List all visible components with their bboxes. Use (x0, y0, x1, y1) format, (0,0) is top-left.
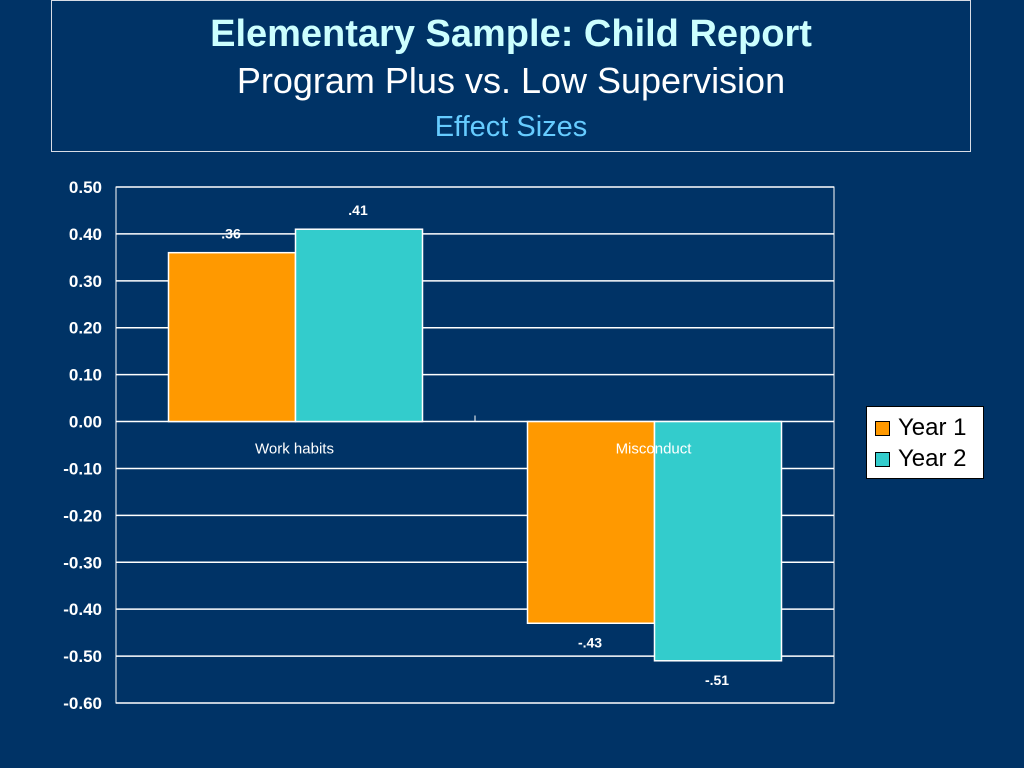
legend-item-year-2: Year 2 (875, 444, 967, 474)
y-tick-label: 0.00 (69, 413, 102, 432)
y-tick-label: -0.60 (63, 694, 102, 713)
legend-swatch-year-2 (875, 451, 890, 467)
bar-1 (526, 420, 656, 625)
y-tick-label: -0.10 (63, 459, 102, 478)
title-box: Elementary Sample: Child Report Program … (51, 0, 971, 152)
y-tick-label: -0.40 (63, 600, 102, 619)
category-label: Misconduct (616, 441, 693, 458)
y-tick-label: -0.50 (63, 647, 102, 666)
y-tick-label: 0.40 (69, 225, 102, 244)
y-tick-label: 0.50 (69, 178, 102, 197)
y-tick-label: 0.20 (69, 319, 102, 338)
chart-caption: Effect Sizes (434, 111, 588, 143)
chart-title: Elementary Sample: Child Report (210, 13, 812, 55)
y-tick-label: -0.20 (63, 506, 102, 525)
legend: Year 1 Year 2 (866, 406, 984, 479)
legend-swatch-year-1 (875, 420, 890, 436)
data-label: -.43 (578, 634, 602, 650)
chart-subtitle: Program Plus vs. Low Supervision (236, 60, 786, 101)
bar-1 (167, 251, 297, 423)
data-label: .41 (348, 202, 368, 218)
y-tick-label: 0.10 (69, 366, 102, 385)
legend-label-year-1: Year 1 (898, 414, 967, 441)
data-label: -.51 (705, 672, 729, 688)
data-label: .36 (221, 226, 241, 242)
y-tick-label: 0.30 (69, 272, 102, 291)
legend-label-year-2: Year 2 (898, 445, 967, 472)
legend-item-year-1: Year 1 (875, 413, 967, 443)
category-label: Work habits (255, 441, 334, 458)
y-tick-label: -0.30 (63, 553, 102, 572)
bar-2 (653, 420, 783, 662)
bar-2 (294, 228, 424, 423)
